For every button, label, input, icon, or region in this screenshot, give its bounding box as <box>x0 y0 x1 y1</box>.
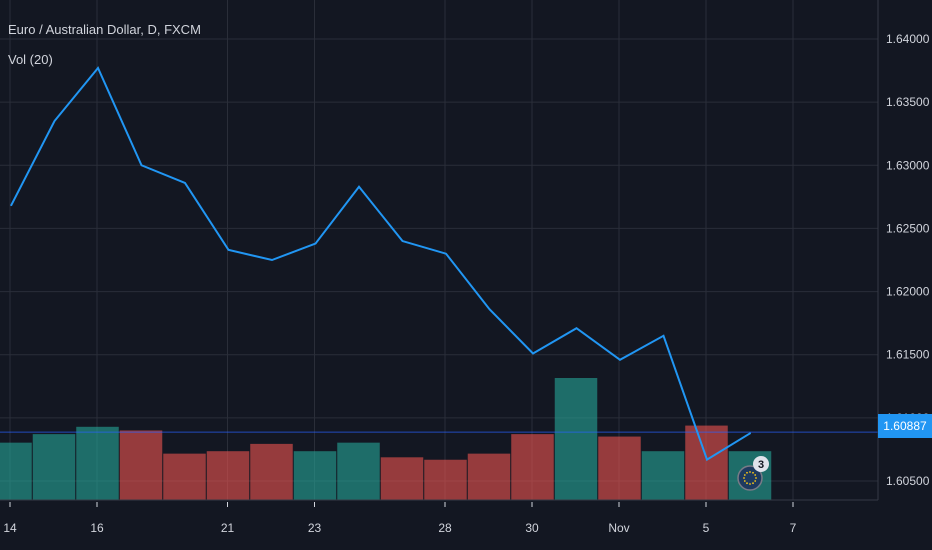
price-point <box>184 182 186 184</box>
x-tick-label: 5 <box>703 521 710 535</box>
x-tick-label: 30 <box>525 521 539 535</box>
volume-bars <box>0 378 772 500</box>
flag-star <box>755 477 757 479</box>
volume-legend[interactable]: Vol (20) <box>8 52 53 67</box>
volume-bar[interactable] <box>685 425 728 500</box>
x-tick-label: 21 <box>221 521 235 535</box>
price-point <box>141 164 142 166</box>
volume-bar[interactable] <box>641 451 685 500</box>
price-point <box>706 459 708 461</box>
volume-bar[interactable] <box>511 434 554 500</box>
symbol-legend[interactable]: Euro / Australian Dollar, D, FXCM <box>8 22 201 37</box>
y-tick-label: 1.63000 <box>886 158 930 172</box>
price-point <box>97 67 99 69</box>
volume-bar[interactable] <box>424 459 467 500</box>
flag-star <box>749 471 751 473</box>
y-tick-label: 1.61500 <box>886 348 930 362</box>
price-point <box>532 352 534 354</box>
x-tick-label: 23 <box>308 521 322 535</box>
volume-bar[interactable] <box>293 451 337 500</box>
volume-bar[interactable] <box>119 430 163 500</box>
chart-grid <box>0 0 878 500</box>
price-point <box>576 327 577 329</box>
price-point <box>228 249 229 251</box>
price-point <box>315 243 316 245</box>
flag-star <box>743 477 745 479</box>
event-badge[interactable]: 3 <box>737 456 769 491</box>
price-point <box>445 253 447 255</box>
price-point <box>358 186 360 188</box>
price-points <box>10 67 751 461</box>
flag-star <box>746 482 748 485</box>
flag-star <box>754 480 757 482</box>
flag-star <box>743 474 746 476</box>
volume-bar[interactable] <box>0 442 32 500</box>
volume-bar[interactable] <box>32 434 76 500</box>
volume-bar[interactable] <box>554 378 598 500</box>
x-tick-label: 7 <box>790 521 797 535</box>
volume-bar[interactable] <box>467 453 511 500</box>
volume-bar[interactable] <box>206 451 250 500</box>
price-point <box>402 240 403 242</box>
price-point <box>619 359 621 361</box>
y-tick-label: 1.62000 <box>886 285 930 299</box>
flag-star <box>749 483 751 485</box>
price-point <box>54 120 55 122</box>
flag-star <box>746 471 748 474</box>
price-point <box>271 259 273 261</box>
volume-bar[interactable] <box>598 436 641 500</box>
flag-star <box>754 474 757 476</box>
axes: 1.64000 1.63500 1.63000 1.62500 1.62000 1.615… <box>0 0 930 535</box>
volume-bar[interactable] <box>250 443 293 500</box>
flag-star <box>743 480 746 482</box>
x-tick-label: Nov <box>608 521 629 535</box>
price-point <box>663 335 664 337</box>
price-series-line <box>10 66 752 462</box>
flag-star <box>752 471 754 474</box>
volume-bar[interactable] <box>76 426 119 500</box>
x-tick-label: 28 <box>438 521 452 535</box>
badge-count-bubble <box>753 456 769 472</box>
badge-count: 3 <box>758 459 764 471</box>
y-tick-label: 1.62500 <box>886 221 930 235</box>
price-point <box>10 205 12 207</box>
volume-bar[interactable] <box>337 442 380 500</box>
volume-bar[interactable] <box>380 457 424 500</box>
price-point <box>750 432 751 434</box>
x-tick-label: 16 <box>90 521 104 535</box>
price-point <box>489 308 490 310</box>
eu-flag-icon <box>737 465 763 491</box>
y-tick-label: 1.60500 <box>886 474 930 488</box>
x-tick-label: 14 <box>3 521 17 535</box>
y-tick-label: 1.64000 <box>886 32 930 46</box>
last-price-label: 1.60887 <box>878 414 932 438</box>
flag-star <box>752 482 754 485</box>
volume-bar[interactable] <box>163 453 206 500</box>
y-tick-label: 1.63500 <box>886 95 930 109</box>
